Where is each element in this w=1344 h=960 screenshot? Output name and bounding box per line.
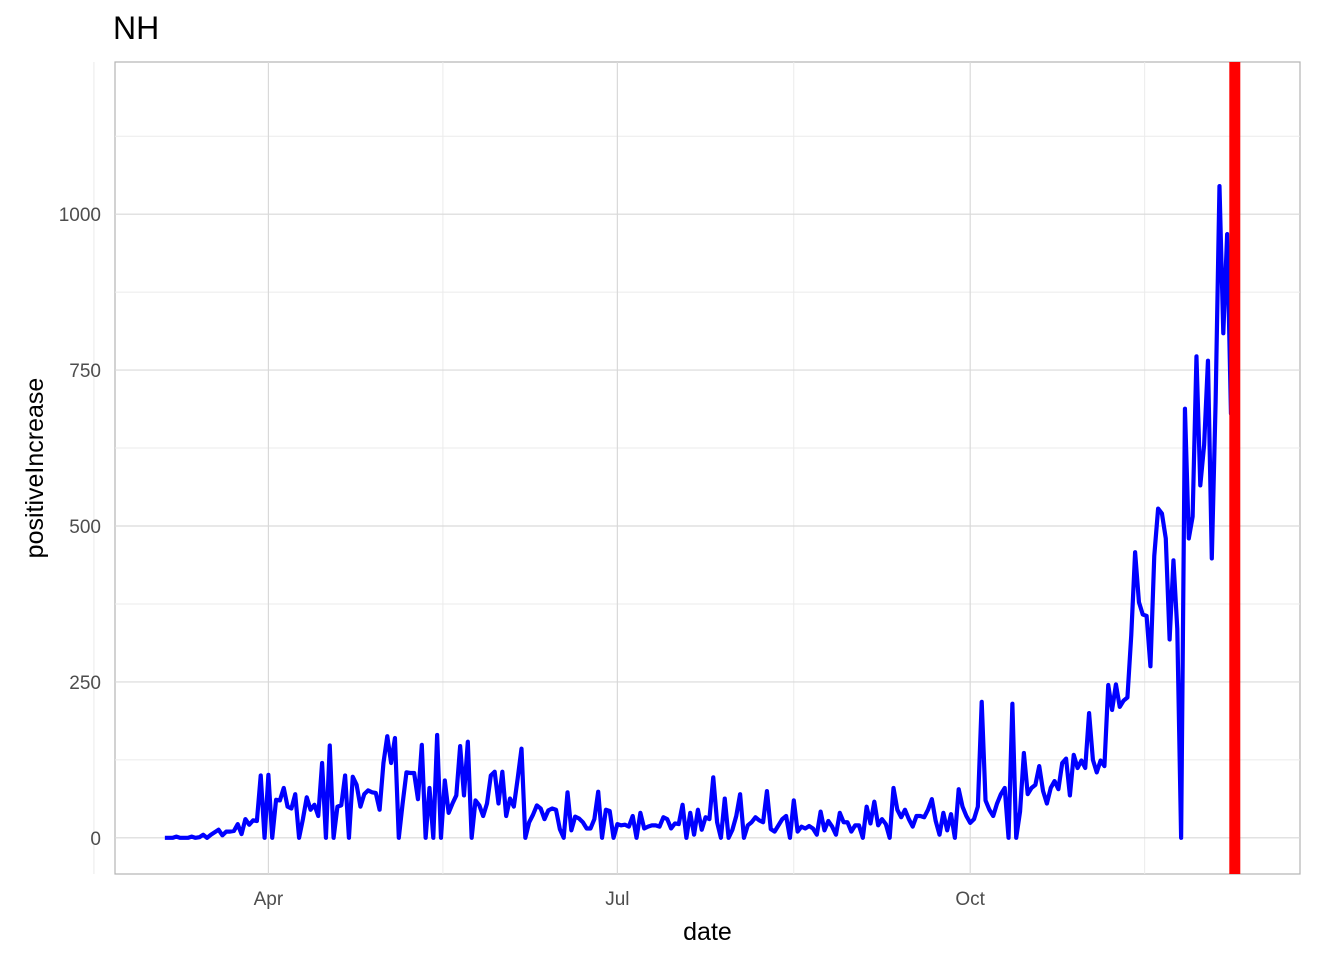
- chart-title: NH: [113, 10, 160, 46]
- series-line: [164, 105, 1237, 840]
- y-tick-label: 500: [69, 517, 101, 538]
- x-tick-label: Jul: [605, 889, 629, 910]
- y-tick-label: 250: [69, 673, 101, 694]
- y-tick-label: 0: [90, 829, 101, 850]
- y-tick-label: 1000: [59, 205, 101, 226]
- major-gridlines: [115, 62, 1300, 874]
- plot-panel: [114, 61, 1301, 875]
- y-axis-label: positiveIncrease: [21, 378, 49, 559]
- x-tick-label: Oct: [955, 889, 985, 910]
- y-axis-ticks: 0 250 500 750 1000: [59, 205, 101, 850]
- x-axis-label: date: [683, 918, 732, 946]
- y-tick-label: 750: [69, 361, 101, 382]
- x-tick-label: Apr: [254, 889, 284, 910]
- series-layer: [164, 105, 1237, 840]
- x-axis-ticks: Apr Jul Oct: [254, 889, 986, 910]
- minor-gridlines: [93, 62, 1300, 874]
